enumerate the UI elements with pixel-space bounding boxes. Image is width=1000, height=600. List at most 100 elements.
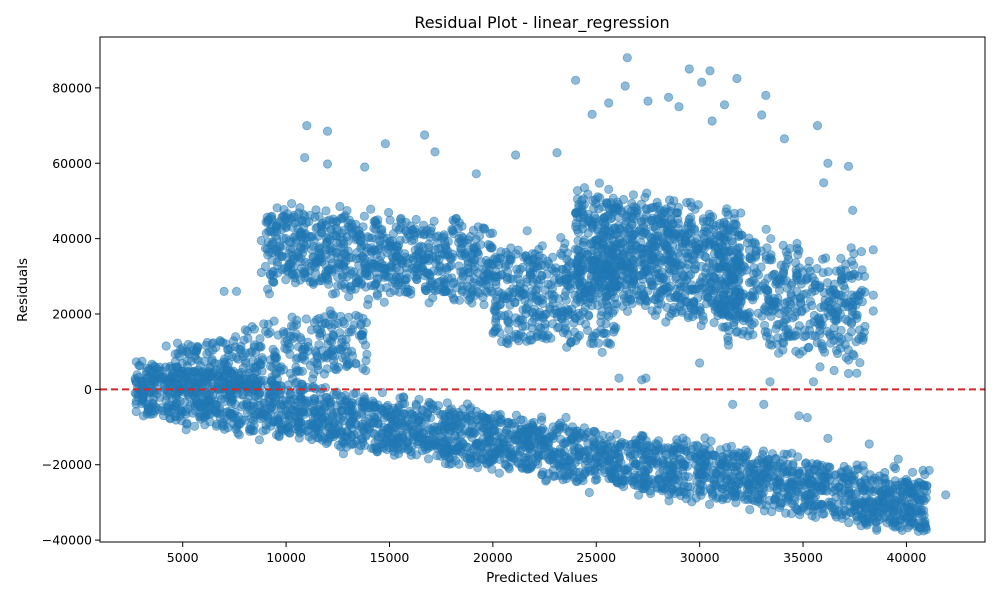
scatter-point (592, 300, 603, 310)
scatter-point (560, 323, 571, 333)
scatter-point (628, 190, 639, 200)
scatter-point (280, 263, 290, 273)
scatter-point (389, 442, 399, 453)
scatter-point (287, 222, 297, 232)
scatter-point (392, 405, 402, 415)
scatter-point (454, 261, 464, 271)
scatter-point (784, 491, 794, 501)
scatter-point (245, 348, 255, 358)
scatter-point (264, 247, 274, 257)
scatter-point (800, 459, 811, 469)
scatter-point (317, 345, 327, 355)
scatter-point (467, 298, 477, 308)
scatter-point (426, 226, 436, 236)
scatter-point (478, 434, 488, 444)
scatter-point (392, 242, 403, 252)
scatter-point (844, 488, 854, 498)
scatter-point (310, 422, 320, 432)
scatter-point (688, 441, 699, 451)
scatter-point (340, 225, 350, 235)
scatter-point (242, 401, 252, 411)
scatter-point (351, 219, 361, 229)
scatter-point (389, 275, 399, 285)
scatter-point (376, 428, 387, 438)
scatter-point (674, 251, 684, 261)
scatter-point (294, 433, 304, 443)
scatter-point (636, 270, 646, 280)
scatter-point (659, 459, 670, 469)
scatter-point (325, 234, 335, 245)
scatter-point (221, 339, 231, 349)
scatter-point (138, 392, 148, 402)
scatter-point (556, 248, 566, 259)
scatter-point (314, 313, 324, 324)
scatter-point (631, 227, 641, 237)
scatter-point (476, 454, 486, 464)
scatter-point (529, 313, 540, 324)
scatter-point (691, 460, 701, 470)
scatter-point (423, 454, 434, 464)
scatter-point (418, 220, 429, 230)
scatter-point (414, 394, 424, 404)
scatter-point (322, 364, 332, 374)
scatter-point (608, 327, 619, 337)
scatter-point (298, 407, 309, 417)
scatter-point (881, 512, 891, 522)
scatter-point (347, 324, 357, 334)
scatter-point (421, 253, 432, 263)
scatter-point (664, 195, 675, 205)
scatter-point (226, 409, 236, 419)
scatter-point (288, 251, 298, 261)
scatter-point (572, 431, 583, 441)
scatter-point (710, 242, 720, 252)
scatter-point (502, 275, 512, 285)
scatter-point (667, 470, 677, 480)
scatter-point (655, 205, 665, 215)
scatter-point (428, 284, 439, 294)
scatter-point (351, 277, 361, 288)
scatter-point (352, 428, 362, 439)
scatter-point (473, 462, 483, 473)
scatter-point (661, 476, 672, 486)
scatter-point (377, 229, 387, 239)
scatter-point (215, 376, 225, 386)
scatter-point (456, 251, 467, 261)
scatter-point (549, 275, 559, 285)
scatter-point (385, 288, 395, 298)
scatter-point (726, 441, 737, 451)
scatter-point (401, 226, 411, 236)
scatter-point (283, 408, 293, 418)
scatter-point (588, 331, 598, 341)
scatter-point (496, 247, 506, 257)
scatter-point (314, 433, 324, 443)
scatter-point (686, 221, 697, 231)
scatter-point (264, 289, 274, 299)
scatter-point (260, 406, 270, 416)
scatter-point (281, 234, 291, 244)
scatter-point (255, 358, 265, 368)
scatter-point (677, 307, 687, 317)
scatter-point (377, 263, 387, 273)
scatter-point (536, 441, 546, 451)
scatter-point (495, 328, 505, 338)
scatter-point (730, 481, 741, 491)
scatter-point (885, 487, 895, 497)
scatter-point (572, 212, 583, 223)
scatter-point (301, 398, 311, 408)
scatter-point (386, 266, 396, 276)
scatter-point (538, 332, 548, 343)
scatter-point (346, 439, 356, 450)
scatter-point (646, 443, 657, 453)
scatter-point (602, 338, 612, 348)
scatter-point (593, 251, 603, 261)
scatter-point (266, 212, 276, 222)
scatter-point (478, 223, 488, 233)
scatter-point (485, 457, 495, 467)
scatter-point (338, 316, 348, 327)
scatter-point (361, 422, 371, 432)
scatter-point (663, 207, 673, 217)
scatter-point (475, 240, 486, 250)
scatter-point (208, 338, 218, 348)
scatter-point (286, 199, 297, 209)
scatter-point (644, 273, 655, 283)
